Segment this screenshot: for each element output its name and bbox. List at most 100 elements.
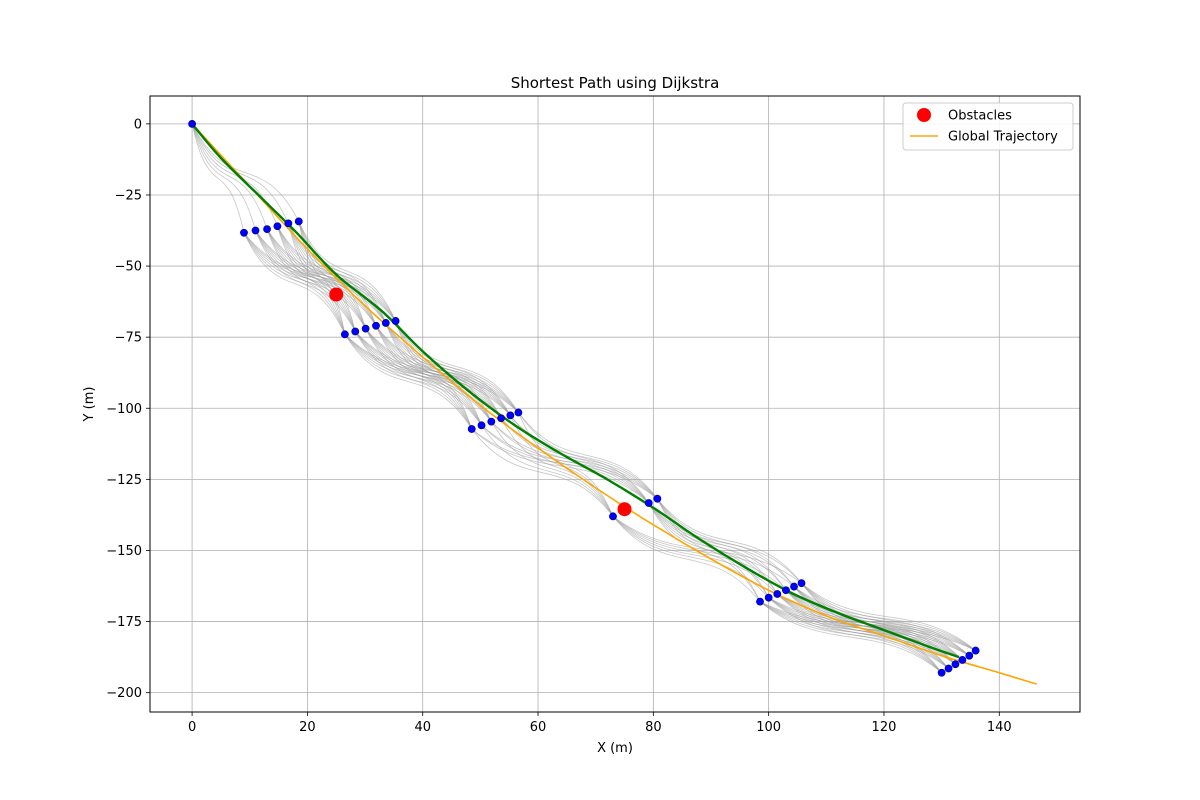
candidate-edge — [191, 123, 289, 224]
y-tick-label: −175 — [106, 615, 142, 630]
x-axis-label: X (m) — [597, 741, 633, 756]
x-tick-label: 60 — [530, 720, 547, 735]
waypoint-marker — [467, 425, 476, 433]
waypoint-marker — [937, 668, 946, 677]
candidate-edge — [395, 320, 473, 430]
x-tick-label: 100 — [756, 720, 781, 735]
candidate-edge — [277, 226, 346, 335]
waypoint-marker — [797, 579, 806, 588]
y-tick-label: 0 — [134, 117, 142, 132]
waypoint-marker — [514, 408, 523, 417]
global-trajectory — [191, 123, 1037, 685]
waypoints — [188, 119, 980, 677]
obstacle-marker — [329, 287, 344, 302]
candidate-edge — [768, 597, 942, 674]
candidate-edge — [471, 428, 614, 517]
waypoint-marker — [609, 512, 617, 521]
shortest-path — [191, 123, 960, 659]
waypoint-marker — [653, 494, 662, 503]
candidate-edge — [491, 421, 650, 504]
waypoint-marker — [372, 321, 380, 330]
candidate-edge — [266, 228, 346, 335]
legend-global-trajectory-label: Global Trajectory — [948, 130, 1058, 145]
candidate-edge — [243, 232, 346, 335]
candidate-edge — [612, 516, 778, 595]
y-tick-label: −150 — [106, 544, 142, 559]
waypoint-marker — [251, 226, 260, 235]
y-tick-label: −125 — [106, 473, 142, 488]
candidate-edge — [375, 325, 473, 430]
x-tick-label: 0 — [188, 720, 196, 735]
candidate-edge — [657, 498, 787, 591]
y-axis-label: Y (m) — [82, 387, 97, 423]
candidate-edge — [801, 582, 976, 651]
candidate-edge — [365, 328, 473, 430]
x-tick-label: 140 — [987, 720, 1012, 735]
waypoint-marker — [477, 421, 486, 430]
candidate-edge — [385, 322, 482, 426]
waypoint-marker — [790, 582, 798, 591]
candidate-edge — [266, 228, 396, 322]
x-tick-label: 40 — [414, 720, 431, 735]
y-tick-label: −25 — [115, 188, 142, 203]
obstacle-marker — [617, 502, 632, 517]
candidate-edge — [657, 498, 802, 584]
candidate-edge — [191, 123, 256, 231]
y-tick-label: −200 — [106, 686, 142, 701]
candidate-edge — [395, 320, 511, 416]
candidate-edge — [801, 582, 942, 673]
waypoint-marker — [971, 646, 980, 655]
candidate-edge — [801, 582, 963, 661]
candidate-edge — [191, 123, 245, 233]
x-tick-label: 80 — [645, 720, 662, 735]
legend-obstacles-marker — [917, 108, 931, 122]
candidate-edge — [612, 516, 761, 602]
obstacles — [329, 287, 632, 517]
candidate-edge — [471, 428, 649, 504]
candidate-edge — [298, 221, 387, 324]
candidate-edge — [657, 498, 795, 587]
candidate-edge — [191, 123, 268, 230]
waypoint-marker — [782, 586, 790, 595]
plot-area-frame — [149, 95, 1081, 713]
candidate-edge — [191, 123, 300, 222]
candidate-edge — [490, 421, 614, 517]
candidate-edge — [648, 502, 761, 602]
axis-ticks: 0 20 40 60 80 100 120 140 0 −25 −50 −75 −100 −125 −150… — [106, 117, 1011, 735]
waypoint-marker — [487, 417, 496, 426]
candidate-edge — [801, 582, 956, 665]
candidate-edge — [385, 322, 473, 430]
waypoint-marker — [773, 590, 782, 598]
y-tick-label: −100 — [106, 402, 142, 417]
x-tick-label: 20 — [299, 720, 316, 735]
waypoint-marker — [644, 499, 653, 507]
waypoint-marker — [506, 411, 515, 420]
waypoint-marker — [263, 225, 271, 233]
waypoint-marker — [284, 219, 293, 228]
candidate-edge — [500, 418, 614, 517]
waypoint-marker — [958, 656, 967, 664]
candidate-edge — [287, 223, 346, 335]
candidate-edge — [354, 331, 473, 430]
candidate-edge — [395, 320, 502, 419]
waypoint-marker — [965, 651, 974, 660]
global-trajectory-line — [191, 123, 1037, 685]
waypoint-marker — [240, 228, 248, 237]
candidate-edge — [481, 425, 614, 517]
waypoint-marker — [381, 319, 390, 327]
waypoint-marker — [756, 597, 764, 606]
waypoint-marker — [273, 222, 282, 231]
waypoint-marker — [361, 324, 370, 333]
waypoint-marker — [351, 327, 360, 336]
candidate-edge — [255, 230, 346, 335]
y-tick-label: −50 — [115, 260, 142, 275]
candidate-edge — [801, 582, 970, 656]
legend-obstacles-label: Obstacles — [948, 109, 1012, 124]
y-tick-label: −75 — [115, 331, 142, 346]
waypoint-marker — [951, 660, 960, 669]
waypoint-marker — [391, 317, 400, 325]
legend: Obstacles Global Trajectory — [902, 102, 1074, 151]
waypoint-marker — [340, 330, 349, 339]
candidate-edge — [518, 412, 650, 504]
